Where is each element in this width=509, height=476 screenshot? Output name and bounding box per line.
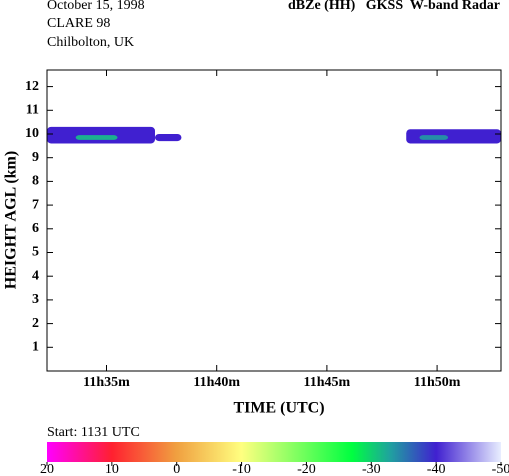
colorbar-tick-label: 20 [40, 462, 54, 476]
colorbar-tick-label: -10 [232, 462, 251, 476]
y-tick-label: 3 [32, 292, 39, 307]
colorbar-tick-label: -40 [427, 462, 446, 476]
x-axis-label: TIME (UTC) [233, 400, 324, 417]
y-tick-label: 10 [25, 126, 39, 141]
colorbar-tick-label: 10 [105, 462, 119, 476]
colorbar-tick-label: -50 [492, 462, 509, 476]
start-label: Start: 1131 UTC [47, 425, 140, 440]
info-site: Chilbolton, UK [47, 35, 134, 50]
echo [419, 135, 449, 140]
info-campaign: CLARE 98 [47, 16, 110, 31]
info-date: October 15, 1998 [47, 0, 145, 13]
colorbar-tick-label: 0 [173, 462, 180, 476]
echo [75, 135, 118, 140]
colorbar-tick-label: -20 [297, 462, 316, 476]
y-tick-label: 11 [26, 103, 39, 118]
y-tick-label: 2 [32, 316, 39, 331]
colorbar-tick-label: -30 [362, 462, 381, 476]
chart-title: dBZe (HH) GKSS W-band Radar [288, 0, 500, 13]
colorbar [47, 442, 501, 462]
x-tick-label: 11h50m [414, 375, 461, 390]
y-tick-label: 1 [32, 340, 39, 355]
x-tick-label: 11h35m [83, 375, 130, 390]
y-tick-label: 7 [32, 197, 39, 212]
plot-frame [46, 69, 502, 372]
echo [154, 133, 182, 142]
y-tick-label: 8 [32, 174, 39, 189]
y-tick-label: 12 [25, 79, 39, 94]
y-tick-label: 9 [32, 150, 39, 165]
x-tick-label: 11h45m [304, 375, 351, 390]
y-axis-label: HEIGHT AGL (km) [3, 151, 20, 289]
x-tick-label: 11h40m [193, 375, 240, 390]
y-tick-label: 4 [32, 268, 39, 283]
y-tick-label: 5 [32, 245, 39, 260]
y-tick-label: 6 [32, 221, 39, 236]
